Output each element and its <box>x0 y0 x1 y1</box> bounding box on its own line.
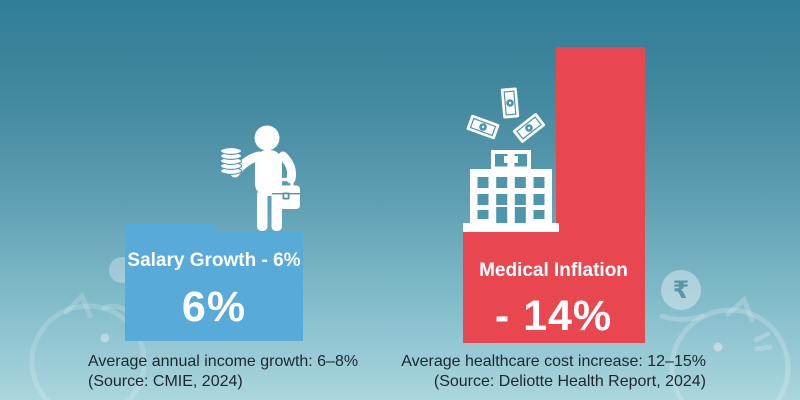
medical-bar-value: - 14% <box>494 292 613 340</box>
salary-bar <box>125 231 303 341</box>
salary-caption-line1: Average annual income growth: 6–8% <box>88 353 359 370</box>
medical-caption-line1: Average healthcare cost increase: 12–15% <box>401 353 706 370</box>
salary-caption: Average annual income growth: 6–8% (Sour… <box>88 352 358 392</box>
salary-bar-label: Salary Growth - 6% <box>127 250 301 271</box>
salary-bar-step <box>125 224 216 234</box>
hospital-windows <box>477 177 545 223</box>
medical-bar-label: Medical Inflation <box>479 260 628 281</box>
briefcase-icon <box>272 177 300 209</box>
hospital-icon <box>463 150 559 232</box>
salary-caption-line2: (Source: CMIE, 2024) <box>88 373 243 390</box>
coin-stack-icon <box>219 147 243 175</box>
medical-caption-line2: (Source: Deliotte Health Report, 2024) <box>433 373 706 390</box>
businessman-coins-briefcase-icon <box>219 125 300 231</box>
rupee-symbol: ₹ <box>673 277 690 304</box>
rupee-coin-icon <box>661 270 701 310</box>
salary-bar-value: 6% <box>181 283 247 331</box>
medical-cross-icon <box>504 152 518 167</box>
money-bills-icon <box>466 87 546 143</box>
medical-caption: Average healthcare cost increase: 12–15%… <box>401 352 706 392</box>
medical-bar <box>463 232 644 343</box>
